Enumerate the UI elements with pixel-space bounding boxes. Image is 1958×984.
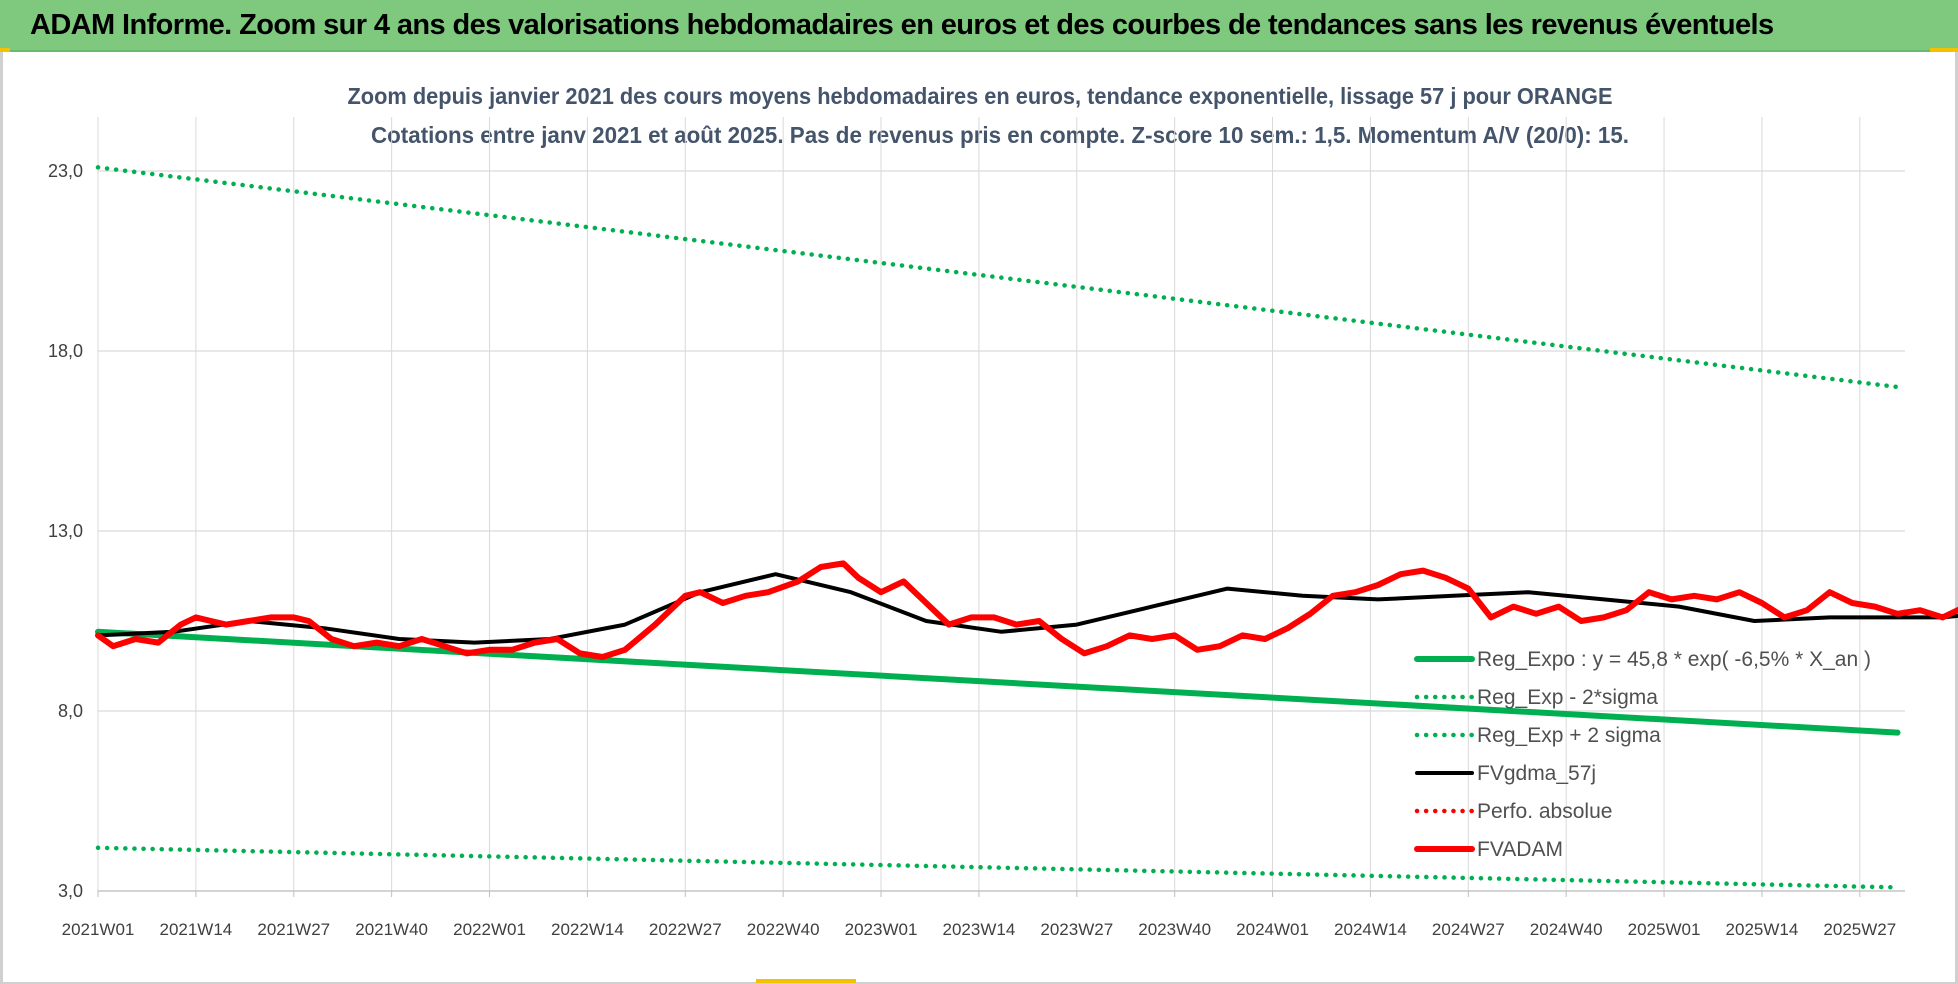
chart-frame [0,52,1958,984]
x-tick-label: 2024W01 [1236,920,1309,939]
y-tick-label: 8,0 [58,701,83,721]
legend-reg-exp-minus-label: Reg_Exp - 2*sigma [1477,686,1658,709]
x-tick-label: 2021W40 [355,920,428,939]
corner-mark-right [1930,48,1958,52]
y-tick-label: 18,0 [48,341,83,361]
x-tick-label: 2022W14 [551,920,624,939]
x-tick-label: 2024W40 [1530,920,1603,939]
chart-title-line1: Zoom depuis janvier 2021 des cours moyen… [348,83,1613,109]
x-tick-label: 2023W01 [845,920,918,939]
x-axis: 2021W01 2021W14 2021W27 2021W40 2022W01 2022W… [62,890,1905,939]
chart-title-line2: Cotations entre janv 2021 et août 2025. … [371,122,1629,148]
x-tick-label: 2024W14 [1334,920,1407,939]
corner-mark-left [0,48,10,52]
x-tick-label: 2025W01 [1628,920,1701,939]
title-banner: ADAM Informe. Zoom sur 4 ans des valoris… [0,0,1958,52]
legend: Reg_Expo : y = 45,8 * exp( -6,5% * X_an … [1414,648,1871,861]
x-tick-label: 2024W27 [1432,920,1505,939]
y-tick-label: 3,0 [58,881,83,901]
y-axis: 3,0 8,0 13,0 18,0 23,0 [48,161,83,901]
reg-exp-minus-2sigma-line [95,845,1900,890]
x-tick-label: 2021W27 [257,920,330,939]
x-tick-label: 2022W40 [747,920,820,939]
x-tick-label: 2022W01 [453,920,526,939]
x-tick-label: 2021W14 [159,920,232,939]
legend-fvadam-label: FVADAM [1477,838,1563,861]
x-tick-label: 2021W01 [62,920,135,939]
legend-fvgdma-label: FVgdma_57j [1477,762,1596,785]
grid-vertical [97,117,1861,891]
series-layer [95,165,1958,890]
x-tick-label: 2023W40 [1138,920,1211,939]
y-tick-label: 13,0 [48,521,83,541]
legend-reg-expo-label: Reg_Expo : y = 45,8 * exp( -6,5% * X_an … [1477,648,1871,671]
x-tick-label: 2023W27 [1040,920,1113,939]
legend-reg-exp-plus-label: Reg_Exp + 2 sigma [1477,724,1661,747]
corner-mark-bottom [756,979,856,983]
fvgdma-57j-line [96,572,1958,645]
x-tick-label: 2025W27 [1823,920,1896,939]
reg-exp-plus-2sigma-line [95,165,1900,390]
legend-perfo-label: Perfo. absolue [1477,800,1612,823]
x-tick-label: 2023W14 [943,920,1016,939]
fvadam-line [95,560,1958,660]
banner-title: ADAM Informe. Zoom sur 4 ans des valoris… [30,9,1774,41]
x-tick-label: 2022W27 [649,920,722,939]
y-tick-label: 23,0 [48,161,83,181]
x-tick-label: 2025W14 [1726,920,1799,939]
